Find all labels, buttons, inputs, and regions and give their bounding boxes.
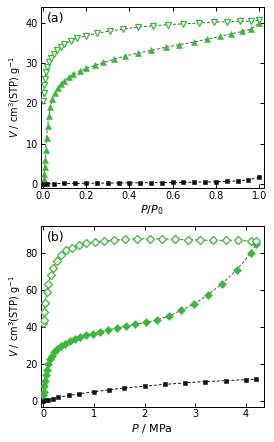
X-axis label: $P$ / MPa: $P$ / MPa (131, 422, 173, 435)
Text: (b): (b) (47, 231, 65, 244)
Y-axis label: $V$ / cm$^3$(STP) g$^{-1}$: $V$ / cm$^3$(STP) g$^{-1}$ (7, 57, 23, 138)
Text: (a): (a) (47, 12, 65, 25)
X-axis label: $P/P_0$: $P/P_0$ (140, 203, 164, 217)
Y-axis label: $V$ / cm$^3$(STP) g$^{-1}$: $V$ / cm$^3$(STP) g$^{-1}$ (7, 275, 23, 357)
